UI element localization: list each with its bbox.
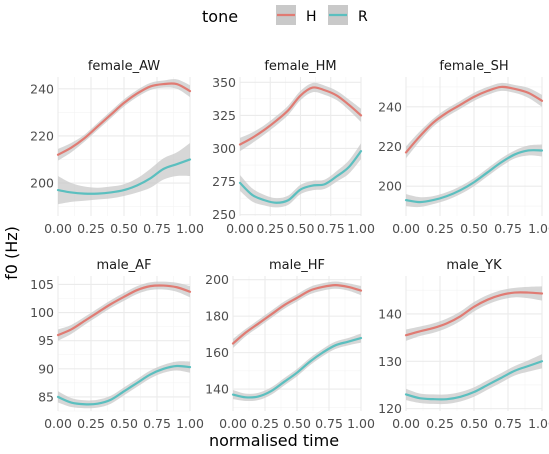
y-tick-label: 200 (205, 272, 229, 287)
panel-title: female_AW (88, 59, 160, 74)
panel-title: female_HM (264, 59, 336, 74)
series-line-h (231, 284, 363, 345)
panel-female-sh: female_SH 0.00 0.25 0.50 0.75 1.00 200 220 240 (378, 59, 549, 236)
panel-female-aw: female_AW 0.00 0.25 0.50 0.75 1.00 200 220 240 (30, 59, 204, 236)
series-line-h (56, 82, 192, 156)
y-tick-label: 200 (30, 176, 54, 191)
confidence-band-h (233, 281, 361, 349)
x-axis-title: normalised time (209, 431, 339, 450)
legend-item-h: H (276, 5, 317, 25)
x-tick-label: 0.75 (315, 416, 343, 431)
y-tick-label: 200 (378, 179, 402, 194)
x-tick-label: 0.50 (110, 416, 138, 431)
x-tick-label: 1.00 (176, 416, 204, 431)
y-tick-label: 300 (212, 141, 236, 156)
y-tick-label: 90 (38, 361, 54, 376)
confidence-band-h (406, 286, 542, 341)
y-tick-label: 250 (212, 207, 236, 222)
series-line-r (238, 150, 363, 204)
y-tick-label: 130 (378, 354, 402, 369)
x-tick-label: 0.25 (426, 221, 454, 236)
legend-title: tone (202, 7, 238, 26)
series-line-r (404, 149, 544, 204)
x-tick-label: 0.75 (494, 416, 522, 431)
legend-label-r: R (358, 9, 368, 25)
y-tick-label: 240 (378, 99, 402, 114)
legend-item-r: R (328, 5, 368, 25)
x-tick-label: 1.00 (347, 416, 375, 431)
panel-title: female_SH (439, 59, 508, 74)
y-tick-label: 100 (30, 305, 54, 320)
x-tick-label: 0.00 (392, 221, 420, 236)
x-tick-label: 0.25 (426, 416, 454, 431)
x-tick-label: 0.50 (287, 221, 315, 236)
legend: tone H R (202, 5, 368, 26)
panel-female-hm: female_HM 0.00 0.25 0.50 0.75 1.00 250 275 300 32… (212, 59, 375, 236)
x-tick-label: 1.00 (528, 221, 549, 236)
x-tick-label: 0.00 (44, 221, 72, 236)
x-tick-label: 1.00 (176, 221, 204, 236)
y-tick-label: 140 (378, 306, 402, 321)
y-tick-label: 240 (30, 81, 54, 96)
series-line-h (404, 85, 544, 154)
x-tick-label: 1.00 (347, 221, 375, 236)
y-tick-label: 275 (212, 174, 236, 189)
y-tick-label: 85 (38, 389, 54, 404)
panel-title: male_YK (446, 258, 502, 273)
x-tick-label: 0.75 (317, 221, 345, 236)
confidence-band-r (58, 361, 190, 409)
y-tick-label: 160 (205, 345, 229, 360)
confidence-band-r (406, 144, 542, 208)
x-tick-label: 0.25 (251, 416, 279, 431)
confidence-band-r (58, 142, 190, 205)
series-line-r (56, 364, 192, 406)
y-tick-label: 105 (30, 277, 54, 292)
series-line-h (238, 86, 363, 146)
series-line-r (231, 336, 363, 399)
x-tick-label: 0.50 (283, 416, 311, 431)
y-tick-label: 325 (212, 108, 236, 123)
x-tick-label: 0.00 (219, 416, 247, 431)
x-tick-label: 0.00 (226, 221, 254, 236)
y-tick-label: 220 (30, 128, 54, 143)
y-tick-label: 180 (205, 309, 229, 324)
panel-male-af: male_AF 0.00 0.25 0.50 0.75 1.00 85 90 95 100 105 (30, 258, 204, 431)
x-tick-label: 0.50 (460, 416, 488, 431)
x-tick-label: 1.00 (528, 416, 549, 431)
series-line-r (56, 158, 192, 195)
y-axis-title: f0 (Hz) (2, 226, 21, 280)
legend-label-h: H (306, 9, 317, 25)
y-tick-label: 120 (378, 401, 402, 416)
y-tick-label: 95 (38, 333, 54, 348)
x-tick-label: 0.75 (494, 221, 522, 236)
series-line-r (404, 360, 544, 401)
series-line-h (56, 284, 192, 337)
x-tick-label: 0.00 (44, 416, 72, 431)
x-tick-label: 0.75 (143, 416, 171, 431)
panel-title: male_HF (269, 258, 325, 273)
confidence-band-h (58, 79, 190, 161)
x-tick-label: 0.75 (143, 221, 171, 236)
series-line-h (404, 291, 544, 337)
y-tick-label: 350 (212, 75, 236, 90)
x-tick-label: 0.50 (110, 221, 138, 236)
y-tick-label: 140 (205, 382, 229, 397)
y-tick-label: 220 (378, 139, 402, 154)
panels: female_AW0.00 0.25 0.50 0.75 1.00200220240fe… (30, 59, 549, 431)
panel-male-hf: male_HF 0.00 0.25 0.50 0.75 1.00 140 160 180 200 (205, 258, 375, 431)
x-tick-label: 0.50 (460, 221, 488, 236)
x-tick-label: 0.25 (77, 416, 105, 431)
x-tick-label: 0.25 (256, 221, 284, 236)
x-tick-label: 0.25 (77, 221, 105, 236)
panel-male-yk: male_YK 0.00 0.25 0.50 0.75 1.00 120 130 140 (378, 258, 549, 431)
panel-title: male_AF (96, 258, 151, 273)
x-tick-label: 0.00 (392, 416, 420, 431)
confidence-band-r (233, 333, 361, 402)
